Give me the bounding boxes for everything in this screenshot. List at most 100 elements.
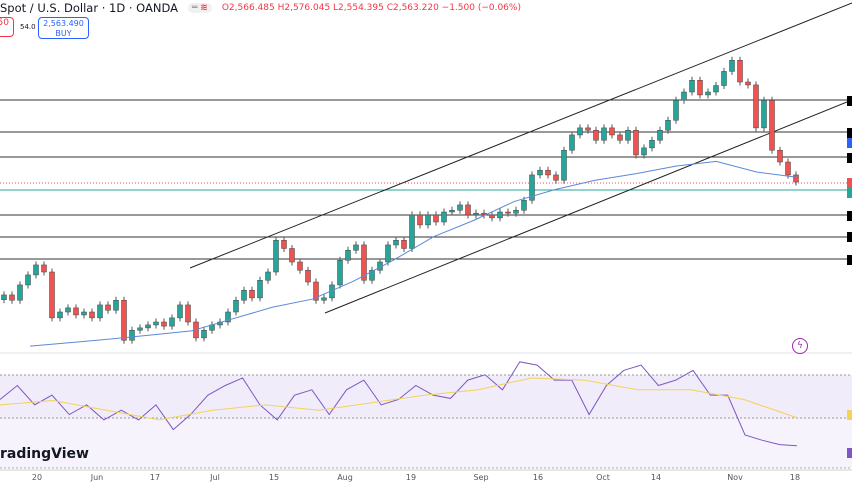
candle: [345, 249, 351, 261]
candle: [625, 129, 631, 141]
candle: [89, 311, 95, 319]
candle: [417, 214, 423, 226]
candle: [257, 279, 263, 299]
candle: [713, 85, 719, 93]
candle: [593, 129, 599, 141]
symbol-title[interactable]: Spot / U.S. Dollar · 1D · OANDA: [0, 1, 179, 15]
candle: [105, 304, 111, 311]
candle: [233, 299, 239, 313]
candle: [353, 244, 359, 251]
candle: [497, 211, 503, 219]
axis-price-marker: [847, 211, 852, 221]
candle: [529, 174, 535, 201]
candle: [577, 127, 583, 136]
candle: [785, 161, 791, 176]
candle: [313, 281, 319, 301]
time-axis-label: Sep: [473, 473, 489, 482]
candles: [1, 56, 799, 344]
axis-price-marker: [847, 128, 852, 138]
candle: [473, 212, 479, 216]
candle: [769, 99, 775, 151]
candle: [729, 59, 735, 72]
axis-price-marker: [847, 410, 852, 420]
candle: [385, 244, 391, 263]
channel-upper-line[interactable]: [189, 2, 852, 269]
candle: [585, 127, 591, 131]
candle: [369, 269, 375, 281]
candle: [425, 214, 431, 226]
buy-price: 2,563.490: [43, 19, 84, 28]
candle: [441, 211, 447, 223]
candle: [1, 294, 7, 300]
candle: [433, 214, 439, 223]
candle: [545, 169, 551, 176]
time-axis-label: 18: [789, 473, 801, 482]
visibility-toggle[interactable]: ═ ≋: [188, 3, 212, 13]
candle: [161, 321, 167, 327]
spread-value: 54.0: [20, 23, 36, 31]
rsi-line: [0, 361, 798, 447]
rsi-ma-line: [0, 377, 798, 421]
candle: [401, 239, 407, 249]
time-axis-label: 14: [650, 473, 662, 482]
candle: [601, 127, 607, 141]
axis-price-marker: [847, 96, 852, 106]
chart-header: Spot / U.S. Dollar · 1D · OANDA ═ ≋ O2,5…: [0, 0, 521, 16]
candle: [745, 81, 751, 86]
time-axis-label: 20: [31, 473, 43, 482]
candle: [321, 297, 327, 301]
candle: [681, 91, 687, 101]
candle: [449, 209, 455, 213]
candle: [457, 204, 463, 211]
sell-button[interactable]: 50: [0, 17, 14, 37]
rsi-band: [0, 375, 852, 418]
candle: [561, 149, 567, 181]
time-axis-label: Aug: [337, 473, 353, 482]
buy-button[interactable]: 2,563.490 BUY: [38, 17, 89, 39]
tradingview-lightning-icon[interactable]: ϟ: [792, 338, 808, 354]
moving-average-line: [29, 160, 798, 347]
candle: [337, 259, 343, 286]
candle: [121, 299, 127, 341]
candle: [689, 79, 695, 93]
candle: [129, 329, 135, 341]
rsi-panel-bg: [0, 418, 852, 468]
candle: [289, 248, 295, 263]
candle: [81, 311, 87, 316]
candle: [569, 134, 575, 151]
candle: [57, 311, 63, 319]
candle: [649, 139, 655, 149]
axis-price-marker: [847, 188, 852, 198]
candle: [609, 127, 615, 136]
channel-lower-line[interactable]: [324, 99, 852, 314]
candle: [361, 244, 367, 281]
candle: [641, 147, 647, 156]
candle: [41, 264, 47, 273]
candle: [505, 211, 511, 214]
time-axis-label: 15: [268, 473, 280, 482]
right-axis-markers: [847, 96, 852, 458]
axis-price-marker: [847, 178, 852, 188]
candle: [633, 129, 639, 156]
time-axis-label: Oct: [596, 473, 610, 482]
candle: [393, 239, 399, 246]
candle: [153, 321, 159, 326]
candle: [137, 327, 143, 331]
candle: [489, 214, 495, 219]
axis-price-marker: [847, 255, 852, 265]
time-axis-label: Jun: [90, 473, 104, 482]
candle: [793, 174, 799, 183]
candle: [665, 119, 671, 131]
candle: [265, 271, 271, 281]
candle: [721, 71, 727, 86]
time-axis-label: Jul: [210, 473, 220, 482]
candle: [465, 204, 471, 216]
candle: [9, 294, 15, 301]
candle: [113, 299, 119, 311]
candle: [521, 199, 527, 211]
candle: [305, 269, 311, 283]
horizontal-levels[interactable]: [0, 99, 852, 260]
candle: [553, 174, 559, 181]
ohlc-readout: O2,566.485 H2,576.045 L2,554.395 C2,563.…: [221, 3, 521, 13]
